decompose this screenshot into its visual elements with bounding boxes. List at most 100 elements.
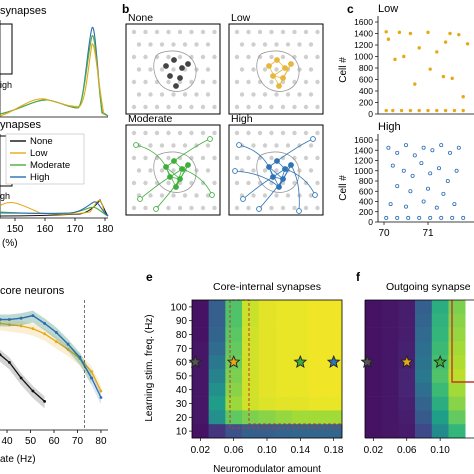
background-neuron	[234, 180, 240, 186]
heatmap-cell	[242, 424, 259, 439]
background-neuron	[166, 104, 171, 110]
raster-spike	[465, 42, 470, 46]
panel-c-bottom-ylabel: Cell #	[338, 175, 349, 201]
raster-spike	[452, 202, 457, 207]
series-point	[7, 318, 11, 321]
heatmap-cell	[398, 382, 416, 397]
heatmap-cell	[242, 355, 259, 370]
background-neuron	[159, 67, 165, 72]
core-neuron	[179, 65, 185, 71]
series-point	[90, 376, 93, 380]
heatmap-cell	[242, 369, 259, 384]
background-neuron	[280, 104, 286, 110]
heatmap-cell	[208, 341, 226, 356]
panel-a-bottom-inset-label: gh	[0, 191, 10, 201]
background-neuron	[280, 29, 286, 35]
background-neuron	[280, 130, 286, 136]
panel-a-top-curve-moderate	[0, 35, 109, 117]
x-tick-label: 71	[422, 228, 434, 239]
background-neuron	[143, 79, 148, 85]
confidence-band	[0, 310, 92, 385]
background-neuron	[285, 92, 291, 97]
heatmap-cell	[242, 382, 259, 397]
heatmap-cell	[308, 341, 326, 356]
y-tick-label: 1400	[354, 29, 373, 39]
outgoing-synapse	[135, 144, 167, 168]
panel-a-xunit: (%)	[2, 238, 18, 249]
background-neuron	[257, 130, 263, 136]
heatmap-cell	[381, 424, 399, 439]
background-neuron	[182, 42, 188, 47]
panel-a-top-curve-high	[0, 26, 109, 117]
raster-spike	[391, 108, 395, 113]
raster-spike	[443, 40, 448, 44]
condition-star	[360, 354, 375, 368]
network-box-title: Low	[231, 12, 251, 24]
heatmap-cell	[325, 341, 343, 356]
core-outline	[153, 151, 197, 193]
heatmap-cell	[225, 313, 243, 328]
panel-a-xticks: 150 160 170 180	[7, 218, 114, 235]
background-neuron	[251, 92, 256, 97]
background-neuron	[205, 143, 211, 148]
background-neuron	[297, 67, 302, 72]
panel-e-stars	[188, 354, 341, 368]
panel-a-bottom-curve-high	[0, 201, 109, 217]
background-neuron	[205, 92, 211, 97]
panel-f-highlight-region	[451, 300, 474, 383]
raster-spike	[412, 153, 417, 158]
background-neuron	[166, 79, 171, 85]
confidence-band	[0, 310, 101, 405]
core-neuron	[276, 184, 282, 190]
background-neuron	[280, 155, 286, 161]
raster-spike	[408, 31, 413, 36]
background-neuron	[262, 143, 268, 148]
panel-d: core neurons 40 50 60 70 80 ate (Hz)	[0, 285, 108, 465]
target-neuron	[137, 196, 143, 202]
raster-spike	[425, 186, 430, 191]
core-neuron	[280, 75, 286, 81]
panel-b-label: b	[122, 2, 129, 16]
condition-star	[326, 354, 341, 368]
y-tick-label: 1000	[354, 166, 373, 176]
heatmap-cell	[365, 382, 382, 397]
background-neuron	[212, 130, 217, 136]
x-tick-label: 70	[72, 436, 84, 447]
y-tick-label: 60	[176, 358, 188, 369]
heatmap-cell	[448, 313, 466, 328]
heatmap-cell	[192, 410, 209, 425]
heatmap-cell	[292, 300, 309, 315]
legend-item: None	[30, 136, 53, 147]
heatmap-cell	[292, 382, 309, 397]
heatmap-cell	[275, 382, 293, 397]
raster-spike	[417, 215, 422, 220]
background-neuron	[212, 155, 217, 161]
heatmap-cell	[448, 355, 466, 370]
heatmap-cell	[308, 396, 326, 411]
background-neuron	[171, 67, 176, 72]
heatmap-cell	[275, 341, 293, 356]
heatmap-cell	[325, 424, 343, 439]
core-neuron	[270, 73, 276, 79]
network-box-frame	[125, 23, 221, 115]
raster-spike	[403, 143, 408, 148]
raster-spike	[406, 215, 411, 220]
panel-f-stars	[360, 354, 448, 368]
background-neuron	[143, 205, 148, 211]
background-neuron	[234, 29, 240, 35]
background-neuron	[262, 67, 268, 72]
network-box-low: Low	[228, 12, 324, 115]
background-neuron	[136, 92, 142, 97]
heatmap-cell	[431, 382, 449, 397]
heatmap-cell	[415, 313, 433, 328]
panel-d-xticks: 40 50 60 70 80	[1, 430, 107, 447]
background-neuron	[200, 205, 206, 211]
legend-item: Low	[30, 148, 48, 159]
raster-spike	[452, 108, 457, 113]
background-neuron	[269, 29, 274, 35]
panel-a-top-inset	[0, 23, 13, 75]
background-neuron	[212, 29, 217, 35]
y-tick-label: 30	[176, 399, 188, 410]
raster-spike	[397, 30, 402, 35]
